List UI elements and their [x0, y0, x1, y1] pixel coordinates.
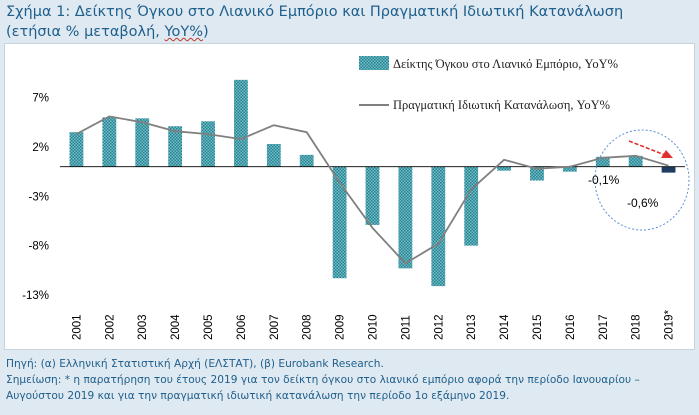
- x-tick-label: 2015: [532, 314, 544, 340]
- bar-2008: [299, 154, 314, 167]
- y-tick-label: 2%: [32, 142, 49, 154]
- bar-series: [69, 79, 676, 287]
- trend-arrow-head: [661, 150, 673, 158]
- legend-line-label: Πραγματική Ιδιωτική Κατανάλωση, YoY%: [393, 98, 610, 112]
- footnote-line-2: Αυγούστου 2019 και για την πραγματική ιδ…: [6, 390, 510, 402]
- line-series: [75, 115, 669, 265]
- legend: Δείκτης Όγκου στο Λιανικό Εμπόριο, YoY% …: [359, 56, 618, 112]
- bar-2003: [135, 118, 150, 167]
- title-line-2: (ετήσια % μεταβολή, YoY%): [6, 22, 696, 42]
- y-tick-label: -3%: [29, 191, 49, 203]
- x-tick-label: 2013: [466, 314, 478, 340]
- chart-notes: Πηγή: (α) Ελληνική Στατιστική Αρχή (ΕΛΣΤ…: [6, 356, 696, 404]
- bar-2005: [201, 121, 215, 167]
- legend-bar-swatch: [359, 56, 389, 70]
- bar-2018: [628, 155, 643, 167]
- bar-2001: [69, 132, 84, 167]
- bar-2004: [168, 126, 183, 167]
- bar-2017: [595, 156, 610, 167]
- bar-2009: [332, 166, 347, 279]
- annotation-consumption: -0,1%: [588, 173, 620, 187]
- bar-2011: [398, 166, 413, 269]
- footnote-line-1: Σημείωση: * η παρατήρηση του έτους 2019 …: [6, 374, 640, 386]
- x-tick-label: 2005: [203, 314, 215, 340]
- bar-2016: [562, 166, 577, 172]
- x-tick-label: 2006: [236, 314, 248, 340]
- x-tick-label: 2011: [400, 315, 412, 340]
- x-tick-label: 2003: [137, 314, 149, 340]
- x-axis-labels: 2001 2002 2003 2004 2005 2006 2007 2008 2009 2010…: [71, 309, 675, 340]
- chart-panel: 7% 2% -3% -8% -13% 2001 2002 2003 2004 2005 2006 2…: [4, 43, 695, 350]
- highlight-circle: [594, 129, 690, 231]
- x-tick-label: 2019*: [664, 309, 676, 340]
- highlight-annotation: -0,1% -0,6%: [588, 129, 690, 231]
- title-line-2-prefix: (ετήσια % μεταβολή,: [6, 24, 165, 40]
- bar-2015: [530, 166, 544, 181]
- y-axis: 7% 2% -3% -8% -13%: [22, 93, 49, 302]
- y-tick-label: -8%: [29, 241, 49, 253]
- x-tick-label: 2009: [335, 314, 347, 340]
- chart-svg: 7%2%-3%-8%-13% 2001 2002 2003 2004 2005 2006 2…: [22, 56, 690, 340]
- x-tick-label: 2007: [269, 314, 281, 340]
- title-line-1: Σχήμα 1: Δείκτης Όγκου στο Λιανικό Εμπόρ…: [6, 4, 624, 20]
- legend-bar-label: Δείκτης Όγκου στο Λιανικό Εμπόριο, YoY%: [393, 57, 618, 71]
- bar-2002: [102, 117, 117, 167]
- x-tick-label: 2017: [598, 314, 610, 340]
- x-tick-label: 2016: [565, 314, 577, 340]
- annotation-retail: -0,6%: [627, 196, 659, 210]
- title-line-2-yoy: YoY%: [164, 24, 203, 40]
- x-tick-label: 2018: [631, 314, 643, 340]
- x-tick-label: 2014: [499, 314, 511, 340]
- y-tick-label: -13%: [22, 290, 49, 302]
- x-tick-label: 2012: [433, 314, 445, 340]
- x-tick-label: 2010: [368, 314, 380, 340]
- chart-title: Σχήμα 1: Δείκτης Όγκου στο Λιανικό Εμπόρ…: [6, 2, 696, 42]
- source-note: Πηγή: (α) Ελληνική Στατιστική Αρχή (ΕΛΣΤ…: [6, 358, 384, 370]
- title-line-2-suffix: ): [202, 24, 209, 40]
- trend-arrow: [628, 140, 666, 156]
- x-tick-label: 2002: [104, 314, 116, 340]
- bar-2010: [365, 166, 380, 225]
- x-tick-label: 2004: [170, 314, 182, 340]
- y-tick-label: 7%: [32, 93, 49, 105]
- x-tick-label: 2008: [302, 314, 314, 340]
- bar-2006: [234, 79, 248, 167]
- bar-2014: [497, 166, 511, 171]
- bar-2013: [464, 166, 479, 246]
- x-tick-label: 2001: [71, 314, 83, 340]
- bar-2007: [266, 143, 281, 167]
- bar-2019*: [661, 166, 676, 173]
- bar-2012: [431, 166, 446, 287]
